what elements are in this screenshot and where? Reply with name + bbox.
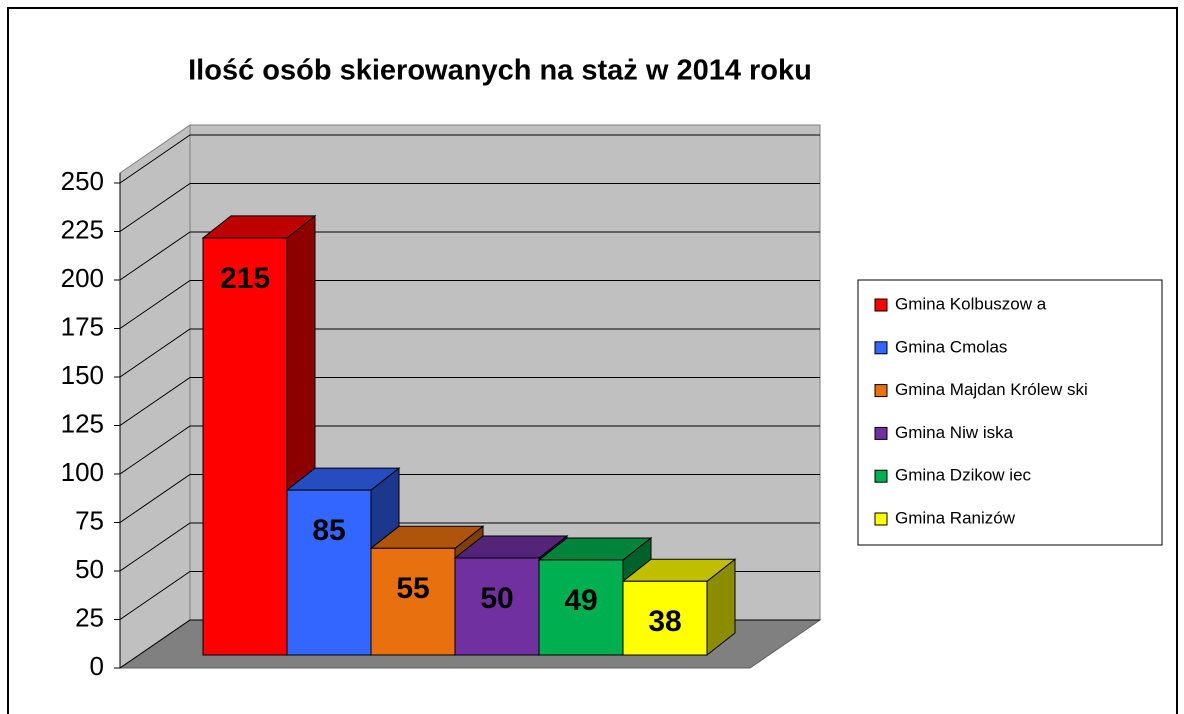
legend-swatch: [874, 469, 888, 483]
y-tick-label: 75: [75, 505, 104, 535]
legend-swatch: [874, 512, 888, 526]
y-tick-label: 250: [61, 166, 104, 196]
y-tick-label: 0: [90, 651, 104, 681]
frame: [7, 7, 1178, 714]
legend-label: Gmina Niw iska: [895, 423, 1014, 442]
grid-line: [119, 377, 820, 426]
bar: [202, 237, 288, 656]
y-tick-label: 225: [61, 214, 104, 244]
bar: [454, 557, 540, 656]
legend-box: [857, 279, 1163, 546]
chart-title: Ilość osób skierowanych na staż w 2014 r…: [188, 55, 812, 87]
y-tick-label: 25: [75, 602, 104, 632]
legend-swatch: [874, 341, 888, 355]
y-tick-label: 100: [61, 457, 104, 487]
y-tick-label: 175: [61, 311, 104, 341]
data-label: 85: [312, 514, 345, 547]
y-tick-label: 50: [75, 554, 104, 584]
data-label: 50: [480, 582, 513, 615]
grid-line: [119, 183, 820, 232]
y-tick-label: 150: [61, 360, 104, 390]
data-label: 215: [220, 262, 270, 295]
bar: [286, 489, 372, 656]
grid-line: [119, 522, 820, 572]
bar: [622, 580, 708, 656]
data-label: 38: [648, 605, 681, 638]
legend-label: Gmina Kolbuszow a: [895, 294, 1047, 313]
y-tick-label: 200: [61, 263, 104, 293]
grid-line: [119, 280, 820, 329]
grid-line: [119, 134, 820, 184]
data-label: 55: [396, 572, 429, 605]
grid-line: [119, 474, 820, 523]
legend-label: Gmina Cmolas: [895, 337, 1007, 356]
legend-label: Gmina Majdan Królew ski: [895, 380, 1088, 399]
legend-label: Gmina Dzikow iec: [895, 466, 1032, 485]
legend-swatch: [874, 298, 888, 312]
grid-line: [119, 328, 820, 378]
bar: [538, 559, 624, 656]
grid-line: [119, 425, 820, 475]
bar: [370, 547, 456, 656]
y-tick-label: 125: [61, 408, 104, 438]
grid-line: [119, 231, 820, 281]
legend-swatch: [874, 384, 888, 398]
legend-swatch: [874, 426, 888, 440]
data-label: 49: [564, 584, 597, 617]
side-wall: [119, 124, 191, 669]
legend-label: Gmina Ranizów: [895, 508, 1016, 527]
